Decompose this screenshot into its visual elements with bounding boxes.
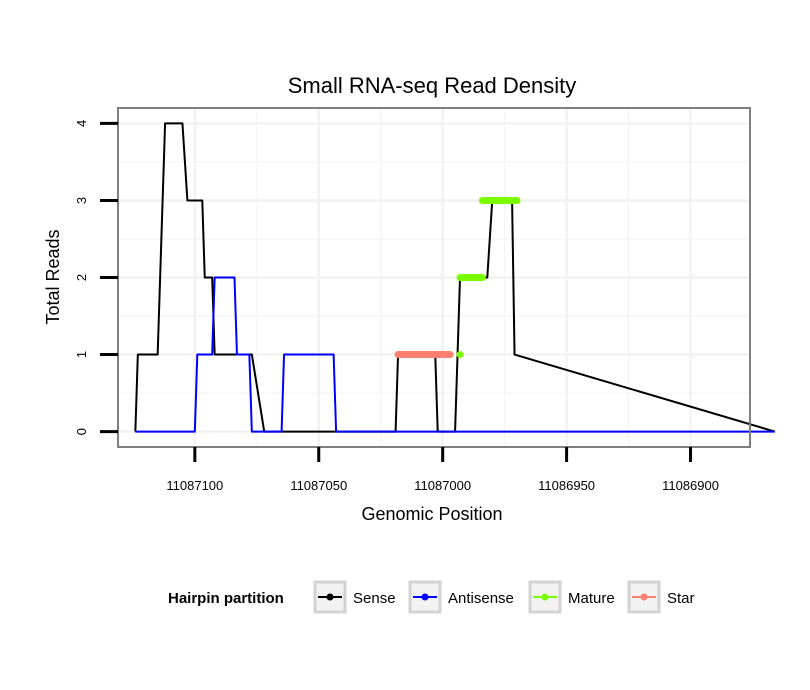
legend-dot-sense — [326, 593, 334, 601]
y-tick-label: 1 — [74, 351, 89, 358]
legend-dot-star — [640, 593, 648, 601]
y-tick-label: 4 — [74, 120, 89, 127]
legend-dot-mature — [541, 593, 549, 601]
x-tick-label: 11087050 — [290, 478, 347, 493]
legend-label-mature: Mature — [568, 590, 615, 607]
x-tick-label: 11086950 — [538, 478, 595, 493]
axes: 11087100 11087050 11087000 11086950 11086900… — [74, 120, 719, 493]
chart-title: Small RNA-seq Read Density — [288, 73, 577, 98]
y-tick-label: 0 — [74, 428, 89, 435]
legend-label-sense: Sense — [353, 590, 396, 607]
legend: Hairpin partition Sense Antisense Mature St… — [168, 580, 695, 614]
y-tick-label: 2 — [74, 274, 89, 281]
series-layer — [134, 122, 776, 433]
x-tick-label: 11087100 — [166, 478, 223, 493]
x-tick-label: 11087000 — [414, 478, 471, 493]
y-axis-title: Total Reads — [43, 229, 63, 324]
series-line-antisense — [135, 276, 775, 433]
x-axis-title: Genomic Position — [361, 504, 502, 524]
legend-label-star: Star — [667, 590, 695, 607]
legend-dot-antisense — [421, 593, 429, 601]
legend-label-antisense: Antisense — [448, 590, 514, 607]
x-tick-label: 11086900 — [662, 478, 719, 493]
legend-title: Hairpin partition — [168, 590, 284, 607]
y-tick-label: 3 — [74, 197, 89, 204]
